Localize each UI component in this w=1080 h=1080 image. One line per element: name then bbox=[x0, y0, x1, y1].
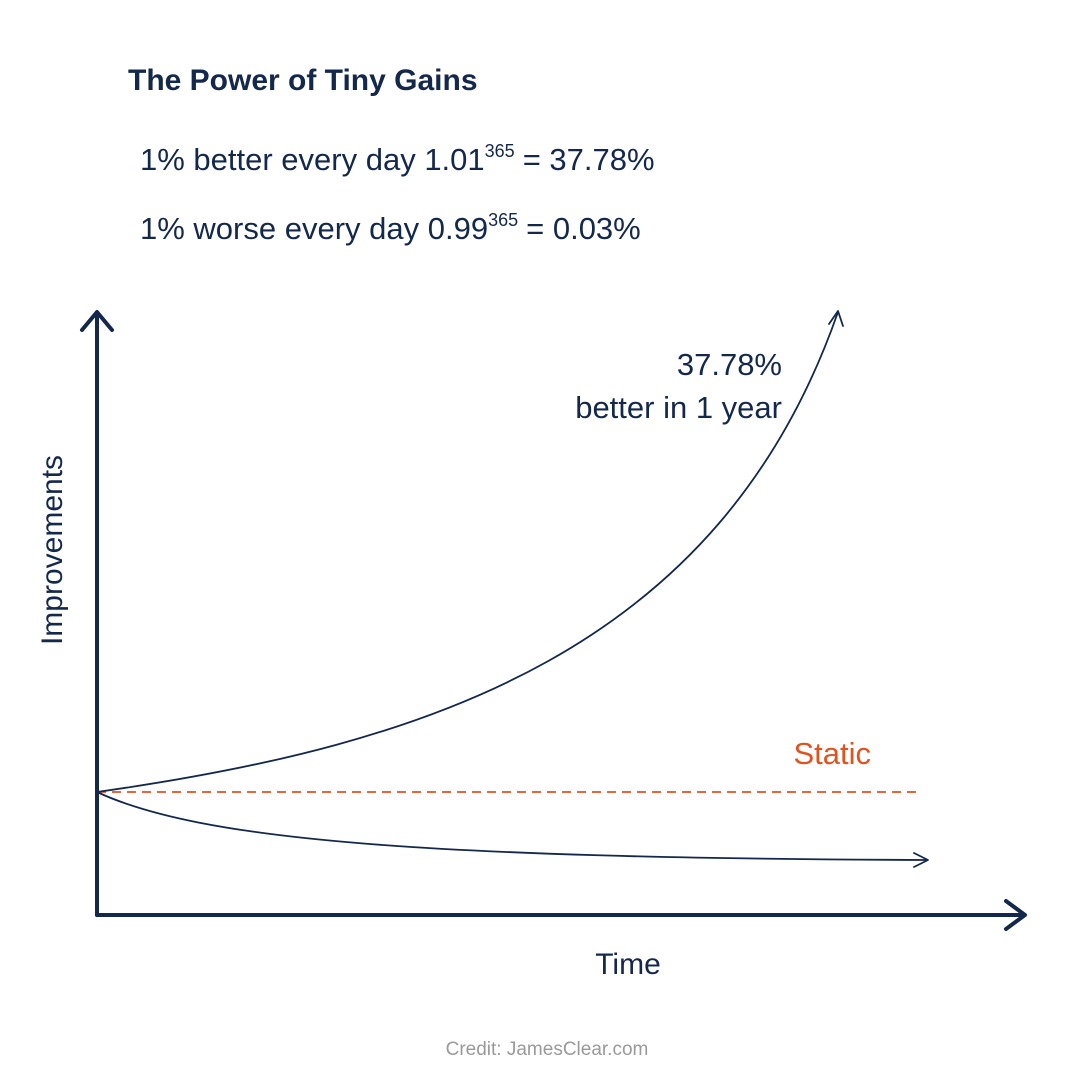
formula-exponent: 365 bbox=[488, 210, 518, 230]
growth-annotation: 37.78% bbox=[677, 347, 782, 382]
decline-curve bbox=[96, 791, 928, 861]
growth-arrowhead bbox=[828, 310, 844, 327]
growth-annotation: better in 1 year bbox=[575, 390, 782, 425]
formula-result: = 37.78% bbox=[523, 142, 655, 177]
formula-exponent: 365 bbox=[485, 141, 515, 161]
decline-arrowhead bbox=[913, 852, 929, 868]
credit: Credit: JamesClear.com bbox=[446, 1039, 649, 1060]
formula: 1% worse every day 0.99365 = 0.03% bbox=[140, 210, 641, 246]
x-axis-label: Time bbox=[595, 948, 661, 981]
title: The Power of Tiny Gains bbox=[128, 64, 478, 97]
formula-text: 1% worse every day 0.99 bbox=[140, 211, 488, 246]
y-axis-label: Improvements bbox=[36, 455, 69, 645]
formula: 1% better every day 1.01365 = 37.78% bbox=[140, 141, 655, 177]
formula-text: 1% better every day 1.01 bbox=[140, 142, 485, 177]
y-axis bbox=[80, 310, 114, 917]
formula-result: = 0.03% bbox=[526, 211, 641, 246]
x-axis bbox=[95, 899, 1027, 931]
growth-curve bbox=[96, 311, 839, 793]
static-label: Static bbox=[793, 736, 871, 771]
